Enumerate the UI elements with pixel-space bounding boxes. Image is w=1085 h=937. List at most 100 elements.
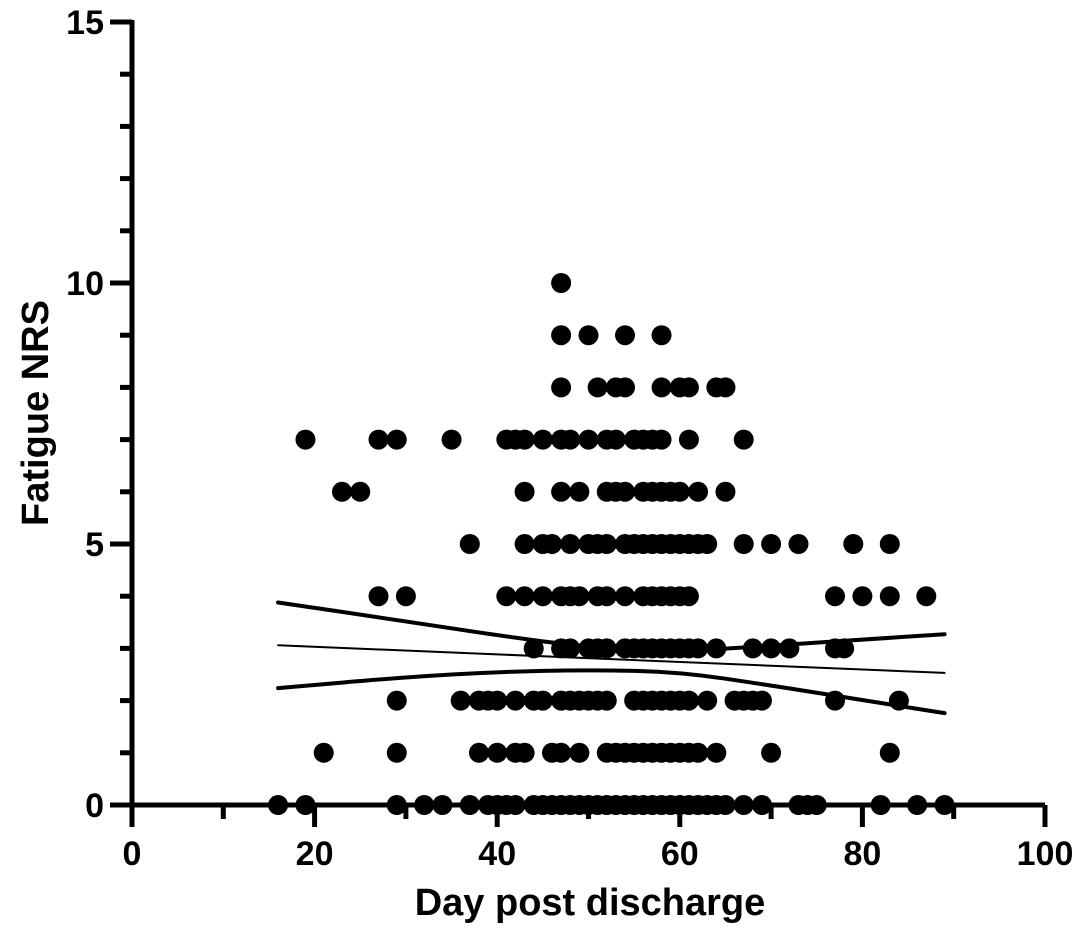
scatter-point <box>551 742 572 763</box>
x-axis-title: Day post discharge <box>415 882 766 924</box>
scatter-point <box>487 742 508 763</box>
scatter-point <box>678 377 699 398</box>
scatter-point <box>441 429 462 450</box>
scatter-point <box>560 534 581 554</box>
scatter-point <box>350 481 371 502</box>
scatter-point <box>386 429 407 450</box>
scatter-point <box>879 742 900 763</box>
scatter-point <box>761 638 782 659</box>
scatter-point <box>514 586 535 607</box>
x-tick-label: 100 <box>1017 835 1074 873</box>
scatter-point <box>386 742 407 763</box>
scatter-point <box>688 742 709 763</box>
scatter-point <box>688 481 709 502</box>
scatter-point <box>706 638 727 659</box>
scatter-point <box>551 377 572 398</box>
scatter-point <box>788 534 809 554</box>
scatter-point <box>852 586 873 607</box>
scatter-point <box>514 429 535 450</box>
scatter-point <box>742 638 763 659</box>
scatter-point <box>678 586 699 607</box>
scatter-point <box>569 586 590 607</box>
scatter-point <box>615 586 636 607</box>
scatter-point <box>843 534 864 554</box>
scatter-point <box>697 534 718 554</box>
scatter-point <box>825 690 846 711</box>
scatter-point <box>916 586 937 607</box>
scatter-point <box>825 586 846 607</box>
y-axis-title: Fatigue NRS <box>15 300 57 526</box>
x-tick-label: 40 <box>478 835 516 873</box>
scatter-point <box>450 690 471 711</box>
scatter-point <box>514 481 535 502</box>
scatter-point <box>605 429 626 450</box>
scatter-point <box>560 429 581 450</box>
scatter-point <box>587 377 608 398</box>
scatter-point <box>706 742 727 763</box>
scatter-point <box>560 638 581 659</box>
scatter-point <box>468 742 489 763</box>
scatter-point <box>514 742 535 763</box>
x-tick-label: 80 <box>843 835 881 873</box>
scatter-point <box>551 481 572 502</box>
scatter-point <box>368 586 389 607</box>
axes-layer <box>129 20 1045 808</box>
x-tick-label: 20 <box>296 835 334 873</box>
scatter-point <box>715 481 736 502</box>
scatter-point <box>487 690 508 711</box>
scatter-point <box>715 377 736 398</box>
scatter-point <box>678 690 699 711</box>
scatter-point <box>532 586 553 607</box>
scatter-point <box>541 534 562 554</box>
scatter-point <box>514 534 535 554</box>
scatter-point <box>879 534 900 554</box>
scatter-point <box>596 534 617 554</box>
scatter-point <box>551 273 572 293</box>
scatter-point <box>505 690 526 711</box>
scatter-point <box>678 429 699 450</box>
scatter-point <box>733 429 754 450</box>
y-tick-label: 5 <box>85 526 104 564</box>
scatter-point <box>651 377 672 398</box>
y-tick-label: 10 <box>66 265 104 303</box>
scatter-point <box>834 638 855 659</box>
scatter-point <box>578 325 599 346</box>
scatter-point <box>569 481 590 502</box>
scatter-point <box>688 638 709 659</box>
scatter-point <box>779 638 800 659</box>
scatter-point <box>459 534 480 554</box>
scatter-point <box>615 481 636 502</box>
scatter-point <box>596 638 617 659</box>
y-tick-label: 0 <box>85 787 104 825</box>
scatter-point <box>651 429 672 450</box>
x-ticks-layer: 0 20 40 60 80 100 <box>123 805 1074 873</box>
scatter-point <box>386 690 407 711</box>
scatter-point <box>669 481 690 502</box>
scatter-point <box>615 325 636 346</box>
scatter-point <box>879 586 900 607</box>
scatter-point <box>313 742 334 763</box>
scatter-point <box>888 690 909 711</box>
scatter-point <box>532 690 553 711</box>
scatter-point <box>569 742 590 763</box>
points-layer <box>268 273 955 815</box>
scatter-point <box>615 377 636 398</box>
scatter-point <box>697 690 718 711</box>
y-tick-label: 15 <box>66 4 104 42</box>
scatter-point <box>733 534 754 554</box>
scatter-point <box>651 325 672 346</box>
scatter-point <box>368 429 389 450</box>
fit-line-regression <box>277 644 946 674</box>
scatter-point <box>532 429 553 450</box>
scatter-point <box>496 586 517 607</box>
x-tick-label: 60 <box>661 835 699 873</box>
scatter-point <box>761 742 782 763</box>
scatter-point <box>331 481 352 502</box>
x-tick-label: 0 <box>123 835 142 873</box>
scatter-point <box>578 429 599 450</box>
scatter-point <box>751 690 772 711</box>
scatter-point <box>596 586 617 607</box>
scatter-point <box>761 534 782 554</box>
scatter-point <box>523 638 544 659</box>
